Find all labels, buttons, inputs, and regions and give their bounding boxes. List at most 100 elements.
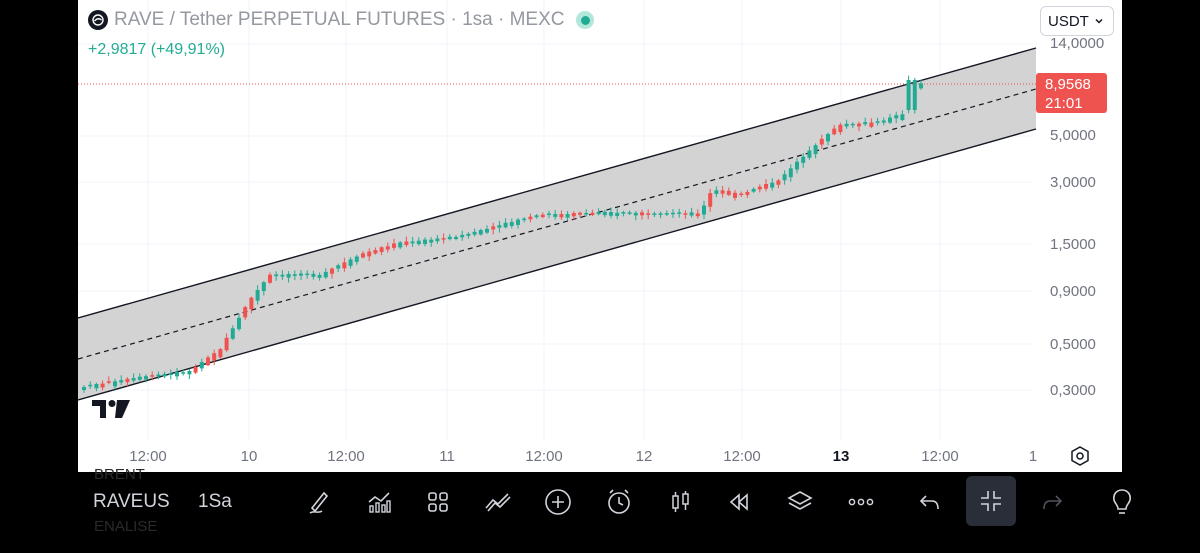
rave-coin-logo-icon bbox=[88, 10, 108, 30]
candle-down bbox=[869, 122, 874, 127]
candle-up bbox=[881, 120, 886, 123]
axis-settings-icon[interactable] bbox=[1069, 445, 1091, 467]
exit-fullscreen-icon[interactable] bbox=[966, 476, 1016, 526]
chart-canvas[interactable] bbox=[78, 0, 1122, 472]
candle-down bbox=[745, 191, 750, 195]
candle-up bbox=[354, 256, 359, 262]
candle-up bbox=[652, 213, 657, 215]
candle-up bbox=[813, 145, 818, 155]
more-icon[interactable] bbox=[843, 484, 879, 520]
candle-up bbox=[702, 205, 706, 215]
candle-down bbox=[739, 193, 744, 196]
symbol-legend[interactable]: RAVE / Tether PERPETUAL FUTURES · 1sa · … bbox=[88, 9, 595, 31]
compare-icon[interactable] bbox=[480, 484, 516, 520]
candle-down bbox=[193, 367, 198, 373]
x-axis-label: 11 bbox=[439, 448, 455, 465]
candle-up bbox=[435, 238, 440, 242]
chevron-down-icon bbox=[1095, 18, 1103, 24]
redo-icon[interactable] bbox=[1034, 484, 1070, 520]
price-change: +2,9817 (+49,91%) bbox=[88, 41, 225, 58]
candle-down bbox=[206, 357, 210, 366]
indicators-icon[interactable] bbox=[361, 484, 397, 520]
candle-down bbox=[224, 337, 229, 351]
candle-up bbox=[472, 231, 477, 235]
candle-up bbox=[317, 274, 322, 278]
candle-down bbox=[361, 253, 365, 258]
alert-icon[interactable] bbox=[601, 484, 637, 520]
candle-down bbox=[342, 262, 347, 269]
candle-up bbox=[609, 211, 613, 216]
y-axis-label: 0,9000 bbox=[1050, 283, 1096, 300]
candle-down bbox=[367, 251, 372, 257]
candle-down bbox=[404, 241, 409, 245]
y-axis-label: 1,5000 bbox=[1050, 236, 1096, 253]
candle-down bbox=[125, 378, 130, 383]
symbol-button[interactable]: RAVEUS bbox=[93, 491, 170, 512]
currency-value: USDT bbox=[1048, 12, 1089, 30]
candle-up bbox=[863, 122, 868, 125]
tradingview-logo-icon[interactable] bbox=[92, 398, 130, 420]
templates-icon[interactable] bbox=[420, 484, 456, 520]
candle-up bbox=[261, 282, 266, 292]
chart-type-candles-icon[interactable] bbox=[662, 484, 698, 520]
candle-down bbox=[540, 214, 545, 217]
chart-panel[interactable]: RAVE / Tether PERPETUAL FUTURES · 1sa · … bbox=[78, 0, 1122, 472]
interval-button[interactable]: 1Sa bbox=[198, 491, 232, 512]
candle-down bbox=[578, 212, 582, 215]
undo-icon[interactable] bbox=[912, 484, 948, 520]
candle-up bbox=[137, 376, 142, 380]
candle-countdown: 21:01 bbox=[1045, 95, 1083, 112]
candle-up bbox=[131, 378, 136, 381]
candle-down bbox=[441, 238, 446, 240]
candle-down bbox=[528, 216, 533, 220]
candle-up bbox=[689, 212, 694, 216]
candle-down bbox=[590, 212, 595, 216]
ideas-lightbulb-icon[interactable] bbox=[1104, 484, 1140, 520]
candle-up bbox=[912, 80, 917, 110]
candle-up bbox=[429, 239, 434, 243]
add-icon[interactable] bbox=[540, 484, 576, 520]
candle-down bbox=[726, 190, 731, 195]
candle-up bbox=[255, 289, 260, 301]
candle-up bbox=[584, 213, 589, 215]
x-axis-label: 1 bbox=[1028, 448, 1038, 465]
candle-up bbox=[850, 123, 855, 126]
symbol-title[interactable]: RAVE / Tether PERPETUAL FUTURES · 1sa · … bbox=[114, 9, 565, 30]
candle-up bbox=[113, 381, 117, 387]
candle-up bbox=[336, 265, 341, 269]
candle-up bbox=[615, 212, 620, 216]
candle-up bbox=[770, 182, 775, 188]
candle-up bbox=[888, 117, 892, 123]
y-axis-label: 0,3000 bbox=[1050, 382, 1096, 399]
candle-up bbox=[181, 372, 186, 374]
candle-up bbox=[894, 115, 899, 119]
candle-up bbox=[547, 213, 551, 216]
candle-down bbox=[720, 190, 725, 194]
candle-up bbox=[199, 362, 204, 369]
layers-icon[interactable] bbox=[782, 484, 818, 520]
candle-down bbox=[150, 375, 155, 377]
drawing-brush-icon[interactable] bbox=[301, 484, 337, 520]
candle-up bbox=[553, 214, 558, 217]
candle-up bbox=[664, 213, 669, 215]
candle-up bbox=[621, 212, 626, 214]
candle-down bbox=[764, 183, 768, 189]
candle-up bbox=[94, 384, 99, 389]
candle-up bbox=[168, 373, 173, 376]
candle-up bbox=[423, 239, 427, 245]
candle-down bbox=[268, 274, 272, 283]
candle-up bbox=[286, 273, 291, 278]
candle-up bbox=[900, 114, 905, 121]
y-axis-label: 5,0000 bbox=[1050, 127, 1096, 144]
candle-up bbox=[751, 188, 756, 192]
candle-down bbox=[857, 123, 861, 127]
currency-select[interactable]: USDT bbox=[1040, 6, 1114, 36]
x-axis-label: 12:00 bbox=[525, 448, 563, 465]
candle-down bbox=[212, 353, 217, 361]
candle-up bbox=[398, 242, 403, 248]
x-axis-label: 13 bbox=[832, 448, 850, 465]
candle-down bbox=[385, 246, 390, 250]
last-price-value: 8,9568 bbox=[1045, 76, 1091, 93]
replay-icon[interactable] bbox=[721, 484, 757, 520]
candle-up bbox=[602, 211, 607, 216]
